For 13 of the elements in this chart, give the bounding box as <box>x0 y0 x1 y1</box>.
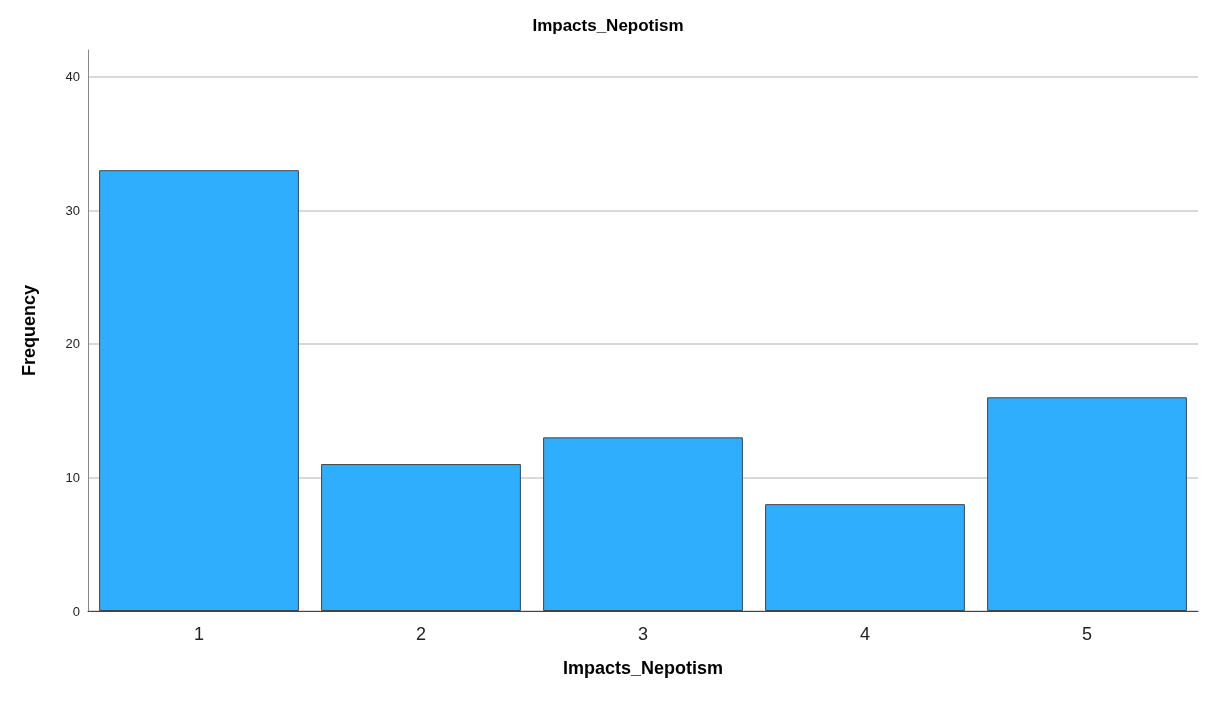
y-tick-label: 20 <box>65 336 80 352</box>
y-axis-title: Frequency <box>19 284 39 377</box>
y-tick-label: 0 <box>72 603 80 619</box>
x-axis-title: Impacts_Nepotism <box>562 658 724 678</box>
x-tick-label: 2 <box>415 624 427 644</box>
x-tick-label: 1 <box>193 624 205 644</box>
x-tick-label: 4 <box>859 624 871 644</box>
chart-title: Impacts_Nepotism <box>532 16 684 35</box>
x-tick-label: 5 <box>1081 624 1093 644</box>
x-tick-label: 3 <box>637 624 649 644</box>
y-tick-label: 30 <box>65 202 80 218</box>
y-tick-label: 10 <box>65 469 80 485</box>
y-tick-label: 40 <box>65 69 80 85</box>
